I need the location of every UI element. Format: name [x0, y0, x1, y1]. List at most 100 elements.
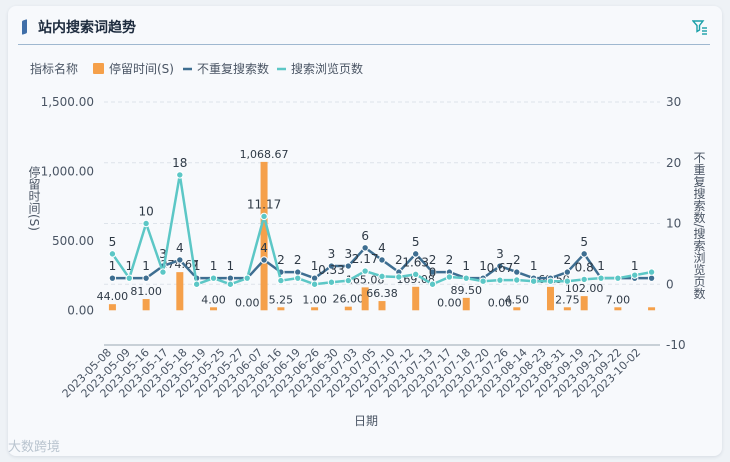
point-data-label: 1 [193, 259, 201, 273]
data-point [411, 250, 420, 258]
data-point [294, 274, 302, 282]
point-data-label: 1 [530, 259, 538, 273]
y-left-tick-label: 1,500.00 [41, 95, 94, 109]
point-data-label: 0.67 [487, 261, 514, 275]
y-left-tick-label: 500.00 [52, 234, 94, 248]
bar-data-label: 2.75 [555, 293, 580, 306]
point-data-label: 2 [429, 253, 437, 267]
point-data-label: 1.63 [402, 255, 429, 269]
point-data-label: 3 [159, 247, 167, 261]
legend-title: 指标名称 [30, 61, 78, 76]
bar [513, 307, 521, 311]
data-point [310, 280, 319, 288]
bar [462, 297, 470, 311]
data-point [631, 271, 639, 279]
point-data-label: 1 [210, 259, 218, 273]
bar-data-label: 1.00 [302, 293, 327, 306]
watermark: 大数跨境 [8, 440, 61, 455]
bar-data-label: 0.00 [235, 296, 260, 309]
data-point [513, 276, 521, 284]
point-data-label: 2 [277, 253, 285, 267]
bar-data-label: 102.00 [565, 282, 604, 295]
data-point [209, 274, 218, 282]
bar [277, 307, 285, 311]
point-data-label: 5 [109, 235, 117, 249]
data-point [513, 268, 521, 276]
point-data-label: 3 [328, 247, 336, 261]
point-data-label: 18 [172, 156, 187, 170]
data-point [580, 275, 588, 284]
point-data-label: 11.17 [247, 197, 281, 211]
bar [344, 306, 352, 311]
data-point [647, 268, 656, 276]
x-axis-title: 日期 [354, 414, 378, 428]
data-point [445, 273, 454, 281]
data-point [647, 274, 656, 282]
bar-data-label: 1,068.67 [240, 148, 289, 161]
point-data-label: 0.33 [318, 263, 345, 277]
data-point [378, 272, 386, 281]
data-point [344, 276, 353, 285]
data-point [597, 274, 605, 282]
data-point [260, 212, 268, 221]
point-data-label: 4 [176, 241, 184, 255]
point-data-label: 1 [109, 259, 117, 273]
data-point [428, 280, 437, 288]
point-data-label: 3 [496, 247, 504, 261]
y-left-tick-label: 0.00 [67, 303, 94, 317]
point-data-label: 2 [564, 253, 572, 267]
bar-data-label: 5.25 [269, 293, 294, 306]
y-left-tick-label: 1,000.00 [41, 164, 94, 178]
data-point [108, 250, 117, 258]
bar [176, 272, 184, 311]
point-data-label: 1 [462, 259, 470, 273]
chart-card: 站内搜索词趋势 [8, 6, 722, 456]
data-point [462, 274, 470, 282]
data-point [310, 274, 319, 282]
bar-data-label: 7.00 [606, 293, 631, 306]
bar [412, 286, 420, 311]
data-point [108, 274, 117, 282]
point-data-label: 1 [227, 259, 235, 273]
bar-data-label: 0.00 [437, 296, 462, 309]
y-right-tick-label: 30 [666, 95, 681, 109]
point-data-label: 2.17 [352, 252, 379, 266]
data-point [327, 262, 336, 270]
bar [210, 307, 218, 311]
filter-list-icon[interactable] [692, 19, 708, 35]
data-point [142, 219, 150, 228]
data-point [529, 277, 538, 285]
data-point [142, 274, 150, 282]
bar-data-label: 0.00 [488, 296, 513, 309]
bar [614, 307, 622, 311]
point-data-label: 3 [344, 247, 352, 261]
data-point [546, 277, 555, 285]
bar [260, 161, 268, 311]
point-data-label: 0 [429, 265, 437, 279]
bar [546, 286, 554, 311]
bar-data-label: 4.50 [505, 293, 530, 306]
data-point [395, 273, 403, 281]
data-point [428, 268, 437, 276]
data-point [344, 262, 353, 270]
legend-item: 不重复搜索数 [197, 61, 269, 76]
bar-data-label: 81.00 [130, 285, 162, 298]
point-data-label: 1 [479, 259, 487, 273]
point-data-label: 4 [260, 241, 268, 255]
legend-item: 搜索浏览页数 [291, 61, 363, 76]
point-data-label: 0.8 [575, 260, 594, 274]
point-data-label: 5 [412, 235, 420, 249]
point-data-label: 2 [513, 253, 521, 267]
bar [580, 296, 588, 311]
point-data-label: 1 [311, 259, 319, 273]
data-point [327, 278, 336, 286]
data-point [159, 268, 167, 276]
panel-header: 站内搜索词趋势 [18, 16, 710, 45]
bar [361, 287, 369, 311]
bar [311, 307, 319, 311]
data-point [479, 277, 487, 285]
legend-swatch-bar [93, 63, 104, 74]
point-data-label: 4 [378, 241, 386, 255]
bar [142, 299, 150, 311]
